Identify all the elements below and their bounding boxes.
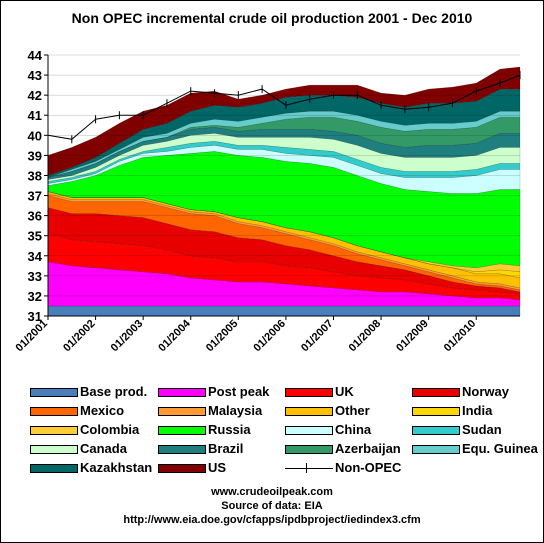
- x-tick-label: 01/2003: [109, 318, 146, 355]
- y-tick-label: 35: [28, 229, 42, 244]
- legend-swatch: [158, 388, 206, 397]
- legend-swatch: [285, 388, 333, 397]
- legend-label: China: [335, 422, 372, 437]
- y-tick-label: 37: [28, 189, 42, 204]
- legend-marker: [306, 463, 307, 473]
- legend-label: Kazakhstan: [80, 460, 153, 475]
- source-label: Source of data: EIA: [221, 500, 323, 512]
- legend-swatch: [30, 445, 78, 454]
- legend-swatch: [158, 407, 206, 416]
- legend-swatch: [158, 445, 206, 454]
- legend-label: Malaysia: [208, 403, 263, 418]
- x-tick-label: 01/2008: [347, 318, 384, 355]
- y-tick-label: 40: [28, 128, 42, 143]
- legend-swatch: [158, 464, 206, 473]
- legend-swatch: [158, 426, 206, 435]
- legend-swatch: [412, 388, 460, 397]
- legend-swatch: [285, 407, 333, 416]
- legend-label: Colombia: [80, 422, 140, 437]
- source-url: http://www.eia.doe.gov/cfapps/ipdbprojec…: [123, 514, 421, 526]
- legend-swatch: [412, 445, 460, 454]
- y-tick-label: 42: [28, 88, 42, 103]
- y-tick-label: 36: [28, 209, 42, 224]
- legend-label: Base prod.: [80, 384, 148, 399]
- legend-label: Russia: [208, 422, 251, 437]
- legend-label: UK: [335, 384, 354, 399]
- x-tick-label: 01/2006: [251, 318, 288, 355]
- legend-swatch: [30, 464, 78, 473]
- legend-line-swatch: [285, 468, 333, 469]
- legend-label: Azerbaijan: [335, 441, 401, 456]
- legend-swatch: [30, 388, 78, 397]
- y-tick-label: 32: [28, 289, 42, 304]
- y-tick-label: 33: [28, 269, 42, 284]
- area-base-prod: [47, 305, 521, 317]
- x-tick-label: 01/2010: [442, 318, 479, 355]
- legend-label: Non-OPEC: [335, 460, 402, 475]
- x-tick-label: 01/2007: [299, 318, 336, 355]
- legend-label: Equ. Guinea: [462, 441, 538, 456]
- legend-swatch: [30, 426, 78, 435]
- y-tick-label: 44: [28, 48, 43, 63]
- legend-label: Canada: [80, 441, 127, 456]
- y-tick-label: 38: [28, 168, 42, 183]
- legend-swatch: [285, 445, 333, 454]
- legend-label: Other: [335, 403, 370, 418]
- legend-label: US: [208, 460, 227, 475]
- y-tick-label: 34: [28, 249, 43, 264]
- legend-label: Post peak: [208, 384, 270, 399]
- y-tick-label: 43: [28, 68, 42, 83]
- y-tick-label: 31: [28, 309, 42, 324]
- legend-swatch: [285, 426, 333, 435]
- x-tick-label: 01/2004: [156, 317, 193, 354]
- legend-label: Sudan: [462, 422, 502, 437]
- legend-swatch: [412, 426, 460, 435]
- legend-label: Norway: [462, 384, 509, 399]
- y-tick-label: 41: [28, 108, 42, 123]
- chart-title: Non OPEC incremental crude oil productio…: [71, 10, 473, 26]
- legend-label: Brazil: [208, 441, 244, 456]
- legend-swatch: [412, 407, 460, 416]
- source-website: www.crudeoilpeak.com: [211, 486, 333, 498]
- x-tick-label: 01/2005: [204, 318, 241, 355]
- legend-swatch: [30, 407, 78, 416]
- legend-label: India: [462, 403, 493, 418]
- x-tick-label: 01/2009: [394, 318, 431, 355]
- legend-label: Mexico: [80, 403, 125, 418]
- x-tick-label: 01/2002: [61, 318, 98, 355]
- y-tick-label: 39: [28, 148, 42, 163]
